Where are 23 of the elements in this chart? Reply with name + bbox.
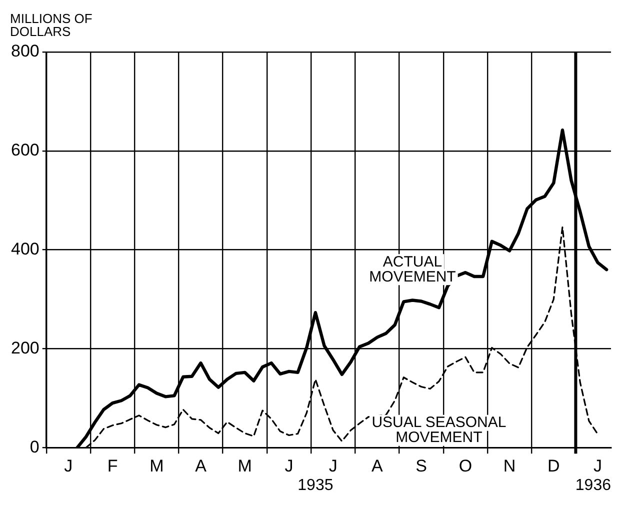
y-tick-label: 0 bbox=[30, 437, 40, 456]
x-tick-label: M bbox=[238, 456, 252, 476]
x-tick-label: M bbox=[150, 456, 164, 476]
text: 1935 bbox=[298, 477, 334, 494]
x-tick-label: A bbox=[195, 456, 208, 476]
y-tick-label: 600 bbox=[10, 140, 40, 160]
series-label: USUAL SEASONAL MOVEMENT bbox=[372, 414, 506, 446]
y-tick-label: 800 bbox=[10, 42, 40, 61]
x-tick-label: F bbox=[107, 456, 118, 476]
x-tick-label: J bbox=[284, 456, 294, 476]
y-tick-label: 400 bbox=[10, 239, 40, 258]
y-tick-label: 200 bbox=[10, 338, 40, 358]
x-tick-label: J bbox=[64, 456, 73, 476]
x-tick-label: N bbox=[503, 456, 516, 476]
y-axis-title: MILLIONS OF DOLLARS bbox=[10, 11, 94, 39]
x-tick-label: J bbox=[328, 456, 338, 476]
x-tick-label: O bbox=[458, 456, 472, 476]
series-label: ACTUAL MOVEMENT bbox=[369, 253, 456, 286]
x-tick-label: J bbox=[594, 456, 602, 476]
x-tick-label: A bbox=[372, 456, 384, 476]
x-tick-label: S bbox=[416, 456, 427, 476]
x-tick-label: D bbox=[548, 456, 560, 476]
text: 1936 bbox=[575, 477, 612, 494]
